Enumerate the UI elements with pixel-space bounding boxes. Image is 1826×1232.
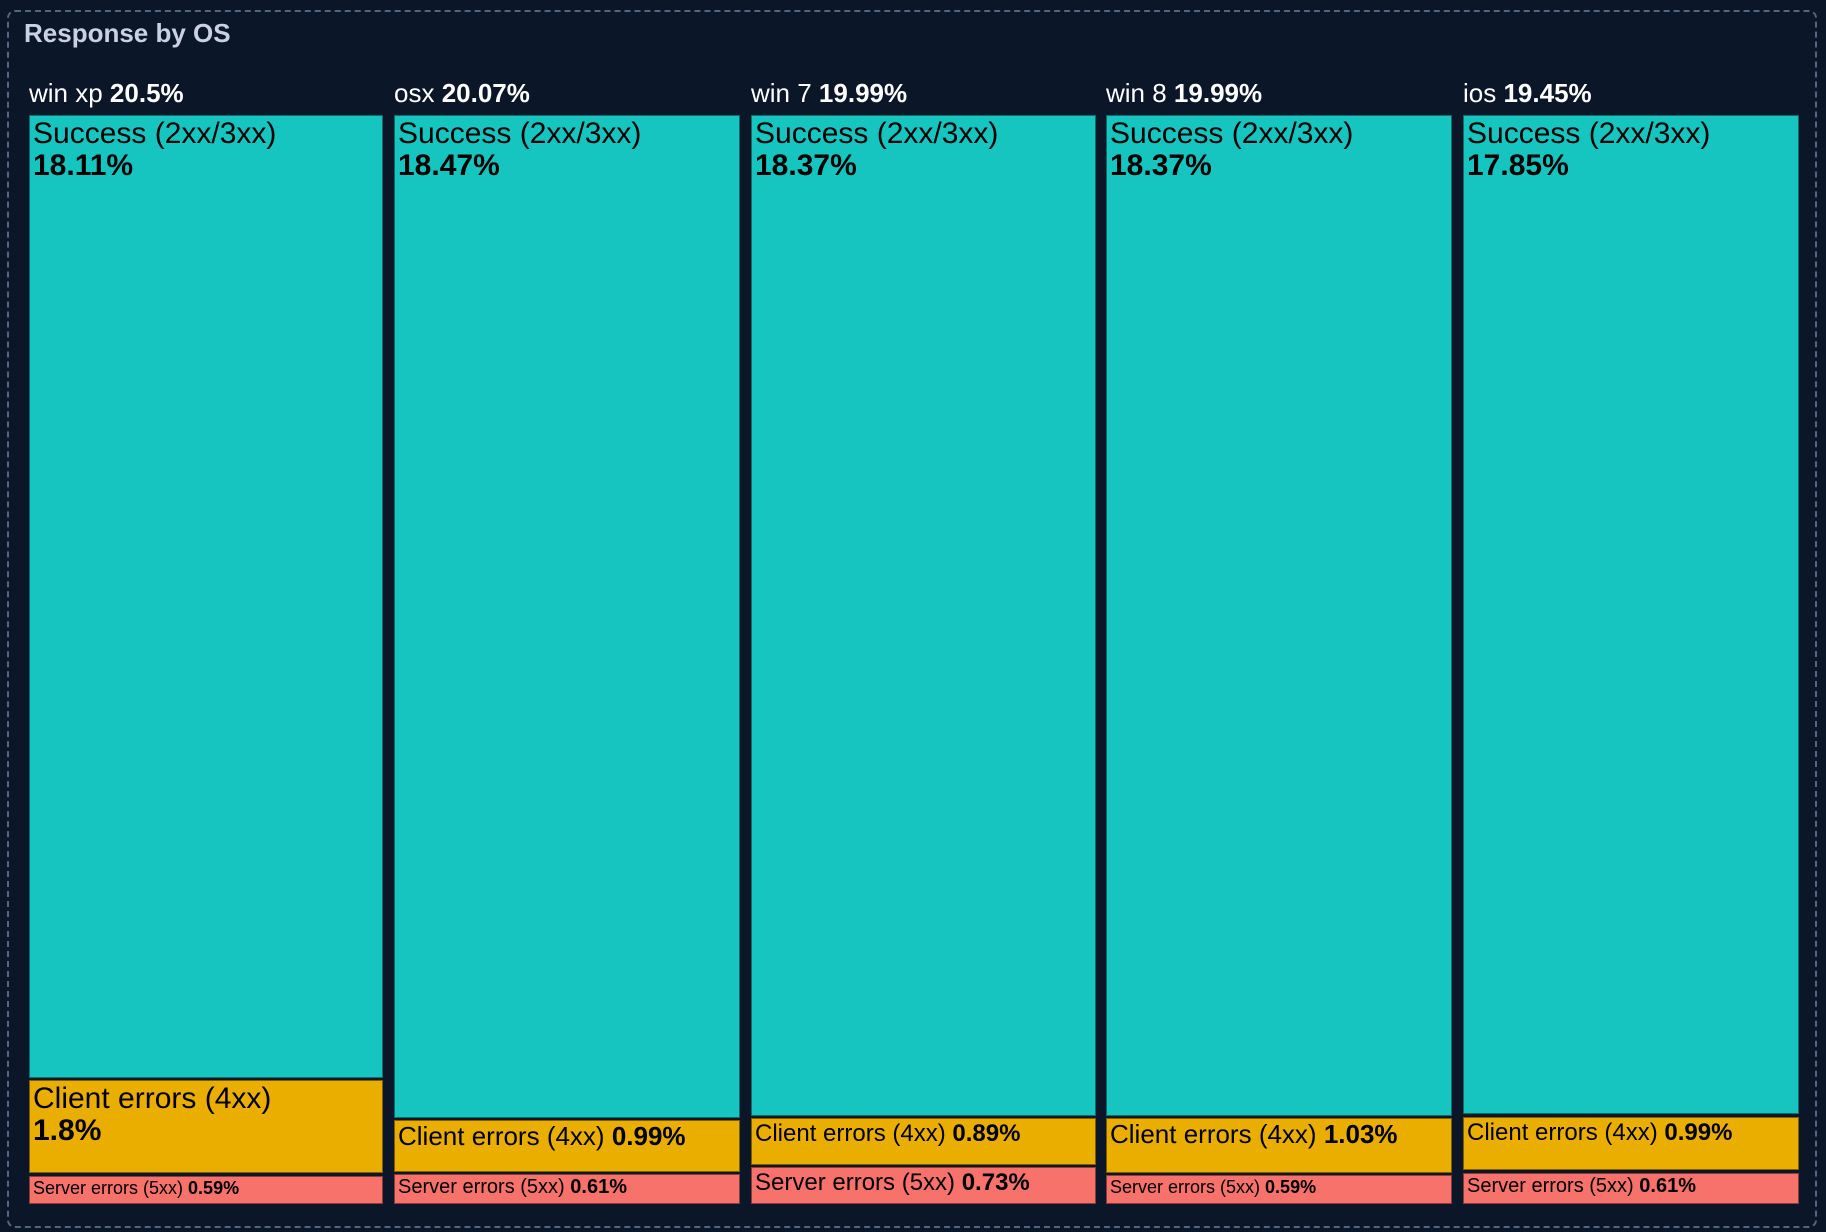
group-label: osx 20.07% — [394, 78, 530, 109]
treemap-cell[interactable]: Success (2xx/3xx) 18.37% — [751, 115, 1096, 1116]
cell-label: Success (2xx/3xx) — [755, 117, 999, 150]
cell-value: 0.59% — [188, 1178, 240, 1198]
cell-label: Server errors (5xx) — [398, 1176, 565, 1198]
group-label: win 8 19.99% — [1106, 78, 1262, 109]
treemap-cell[interactable]: Server errors (5xx) 0.59% — [29, 1176, 383, 1204]
group-name: win 8 — [1106, 78, 1174, 108]
treemap-cell[interactable]: Client errors (4xx) 1.8% — [29, 1080, 383, 1173]
cell-value: 18.11% — [33, 148, 134, 182]
chart-title: Response by OS — [24, 18, 231, 48]
group-label: win xp 20.5% — [29, 78, 184, 109]
cell-label: Client errors (4xx) — [755, 1120, 946, 1147]
group-name: win 7 — [751, 78, 819, 108]
cell-label: Success (2xx/3xx) — [398, 117, 642, 150]
treemap-cell[interactable]: Client errors (4xx) 1.03% — [1106, 1118, 1452, 1173]
cell-value: 0.73% — [961, 1169, 1030, 1196]
group-total: 20.07% — [441, 78, 530, 108]
cell-label: Server errors (5xx) — [755, 1169, 956, 1196]
cell-value: 0.89% — [952, 1120, 1021, 1147]
cell-label: Server errors (5xx) — [1467, 1175, 1634, 1197]
cell-label: Success (2xx/3xx) — [1110, 117, 1354, 150]
cell-label: Client errors (4xx) — [1110, 1119, 1317, 1149]
cell-label: Client errors (4xx) — [398, 1121, 605, 1151]
group-label: ios 19.45% — [1463, 78, 1592, 109]
treemap-cell[interactable]: Success (2xx/3xx) 18.11% — [29, 115, 383, 1078]
cell-value: 1.8% — [33, 1113, 102, 1147]
cell-value: 17.85% — [1467, 148, 1569, 182]
group-name: win xp — [29, 78, 110, 108]
treemap-cell[interactable]: Success (2xx/3xx) 17.85% — [1463, 115, 1799, 1114]
cell-value: 1.03% — [1323, 1119, 1398, 1149]
treemap-cell[interactable]: Server errors (5xx) 0.61% — [1463, 1173, 1799, 1204]
cell-label: Success (2xx/3xx) — [1467, 117, 1711, 150]
group-total: 19.45% — [1503, 78, 1592, 108]
treemap-cell[interactable]: Success (2xx/3xx) 18.37% — [1106, 115, 1452, 1116]
cell-value: 18.37% — [1110, 148, 1212, 182]
chart-panel — [7, 10, 1817, 1228]
group-name: ios — [1463, 78, 1504, 108]
cell-value: 18.37% — [755, 148, 857, 182]
treemap-cell[interactable]: Client errors (4xx) 0.89% — [751, 1118, 1096, 1165]
group-label: win 7 19.99% — [751, 78, 907, 109]
treemap-cell[interactable]: Success (2xx/3xx) 18.47% — [394, 115, 740, 1118]
treemap-cell[interactable]: Client errors (4xx) 0.99% — [394, 1120, 740, 1172]
group-total: 19.99% — [818, 78, 908, 108]
group-total: 20.5% — [109, 78, 184, 108]
cell-label: Server errors (5xx) — [33, 1178, 184, 1198]
cell-value: 18.47% — [398, 148, 500, 182]
group-total: 19.99% — [1173, 78, 1263, 108]
cell-value: 0.61% — [570, 1176, 627, 1198]
treemap-cell[interactable]: Server errors (5xx) 0.73% — [751, 1167, 1096, 1204]
treemap-cell[interactable]: Client errors (4xx) 0.99% — [1463, 1117, 1799, 1170]
cell-value: 0.61% — [1639, 1175, 1696, 1197]
cell-value: 0.59% — [1265, 1177, 1317, 1197]
treemap-cell[interactable]: Server errors (5xx) 0.59% — [1106, 1175, 1452, 1204]
cell-value: 0.99% — [611, 1121, 686, 1151]
cell-label: Success (2xx/3xx) — [33, 117, 277, 150]
group-name: osx — [394, 78, 442, 108]
cell-label: Client errors (4xx) — [1467, 1119, 1658, 1146]
cell-label: Server errors (5xx) — [1110, 1177, 1261, 1197]
cell-value: 0.99% — [1664, 1119, 1733, 1146]
treemap-cell[interactable]: Server errors (5xx) 0.61% — [394, 1174, 740, 1204]
cell-label: Client errors (4xx) — [33, 1082, 272, 1115]
